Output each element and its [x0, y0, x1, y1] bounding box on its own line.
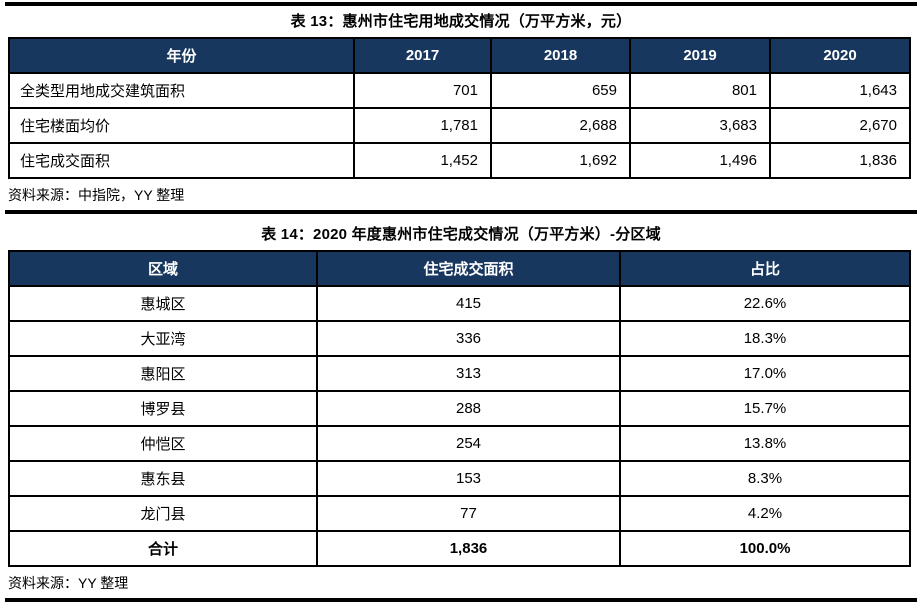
total-area: 1,836	[316, 530, 621, 567]
cell-value: 415	[316, 285, 621, 322]
table14-title: 表 14：2020 年度惠州市住宅成交情况（万平方米）-分区域	[261, 226, 661, 243]
table-row: 惠城区 415 22.6%	[8, 285, 911, 322]
cell-value: 15.7%	[619, 390, 911, 427]
cell-value: 153	[316, 460, 621, 497]
cell-value: 1,643	[769, 72, 911, 109]
region-name: 博罗县	[8, 390, 318, 427]
table-row: 住宅成交面积 1,452 1,692 1,496 1,836	[8, 142, 911, 179]
cell-value: 801	[629, 72, 771, 109]
table13-title: 表 13：惠州市住宅用地成交情况（万平方米，元）	[290, 13, 632, 30]
cell-value: 288	[316, 390, 621, 427]
table-row: 仲恺区 254 13.8%	[8, 425, 911, 462]
cell-value: 1,452	[353, 142, 492, 179]
cell-value: 3,683	[629, 107, 771, 144]
region-name: 龙门县	[8, 495, 318, 532]
region-name: 惠东县	[8, 460, 318, 497]
cell-value: 18.3%	[619, 320, 911, 357]
cell-value: 313	[316, 355, 621, 392]
cell-value: 13.8%	[619, 425, 911, 462]
row-label: 住宅楼面均价	[8, 107, 355, 144]
table13-land-transactions: 年份 2017 2018 2019 2020 全类型用地成交建筑面积 701 6…	[8, 37, 911, 179]
cell-value: 2,670	[769, 107, 911, 144]
region-name: 惠城区	[8, 285, 318, 322]
total-share: 100.0%	[619, 530, 911, 567]
region-name: 仲恺区	[8, 425, 318, 462]
table14-header-area: 住宅成交面积	[316, 250, 621, 287]
table-row: 住宅楼面均价 1,781 2,688 3,683 2,670	[8, 107, 911, 144]
cell-value: 1,781	[353, 107, 492, 144]
region-name: 惠阳区	[8, 355, 318, 392]
row-label: 全类型用地成交建筑面积	[8, 72, 355, 109]
table-row: 全类型用地成交建筑面积 701 659 801 1,643	[8, 72, 911, 109]
row-label: 住宅成交面积	[8, 142, 355, 179]
table13-header-2017: 2017	[353, 37, 492, 74]
cell-value: 22.6%	[619, 285, 911, 322]
middle-divider-rule	[5, 210, 917, 214]
table13-header-row: 年份 2017 2018 2019 2020	[8, 37, 911, 74]
table13-header-2019: 2019	[629, 37, 771, 74]
table13-header-year: 年份	[8, 37, 355, 74]
total-label: 合计	[8, 530, 318, 567]
cell-value: 77	[316, 495, 621, 532]
bottom-divider-rule	[5, 598, 917, 602]
cell-value: 1,692	[490, 142, 631, 179]
table13-source-note: 资料来源：中指院，YY 整理	[8, 187, 185, 203]
table-row: 惠阳区 313 17.0%	[8, 355, 911, 392]
cell-value: 254	[316, 425, 621, 462]
region-name: 大亚湾	[8, 320, 318, 357]
cell-value: 2,688	[490, 107, 631, 144]
cell-value: 4.2%	[619, 495, 911, 532]
cell-value: 701	[353, 72, 492, 109]
cell-value: 1,836	[769, 142, 911, 179]
table-row: 龙门县 77 4.2%	[8, 495, 911, 532]
table-row: 博罗县 288 15.7%	[8, 390, 911, 427]
table14-regional-transactions: 区域 住宅成交面积 占比 惠城区 415 22.6% 大亚湾 336 18.3%…	[8, 250, 911, 567]
table14-header-share: 占比	[619, 250, 911, 287]
table-row: 惠东县 153 8.3%	[8, 460, 911, 497]
cell-value: 1,496	[629, 142, 771, 179]
table13-header-2018: 2018	[490, 37, 631, 74]
cell-value: 336	[316, 320, 621, 357]
table14-source-note: 资料来源：YY 整理	[8, 575, 129, 591]
table-row: 大亚湾 336 18.3%	[8, 320, 911, 357]
table14-header-row: 区域 住宅成交面积 占比	[8, 250, 911, 287]
cell-value: 17.0%	[619, 355, 911, 392]
table13-header-2020: 2020	[769, 37, 911, 74]
cell-value: 659	[490, 72, 631, 109]
table14-header-region: 区域	[8, 250, 318, 287]
table-total-row: 合计 1,836 100.0%	[8, 530, 911, 567]
cell-value: 8.3%	[619, 460, 911, 497]
top-divider-rule	[5, 2, 917, 6]
